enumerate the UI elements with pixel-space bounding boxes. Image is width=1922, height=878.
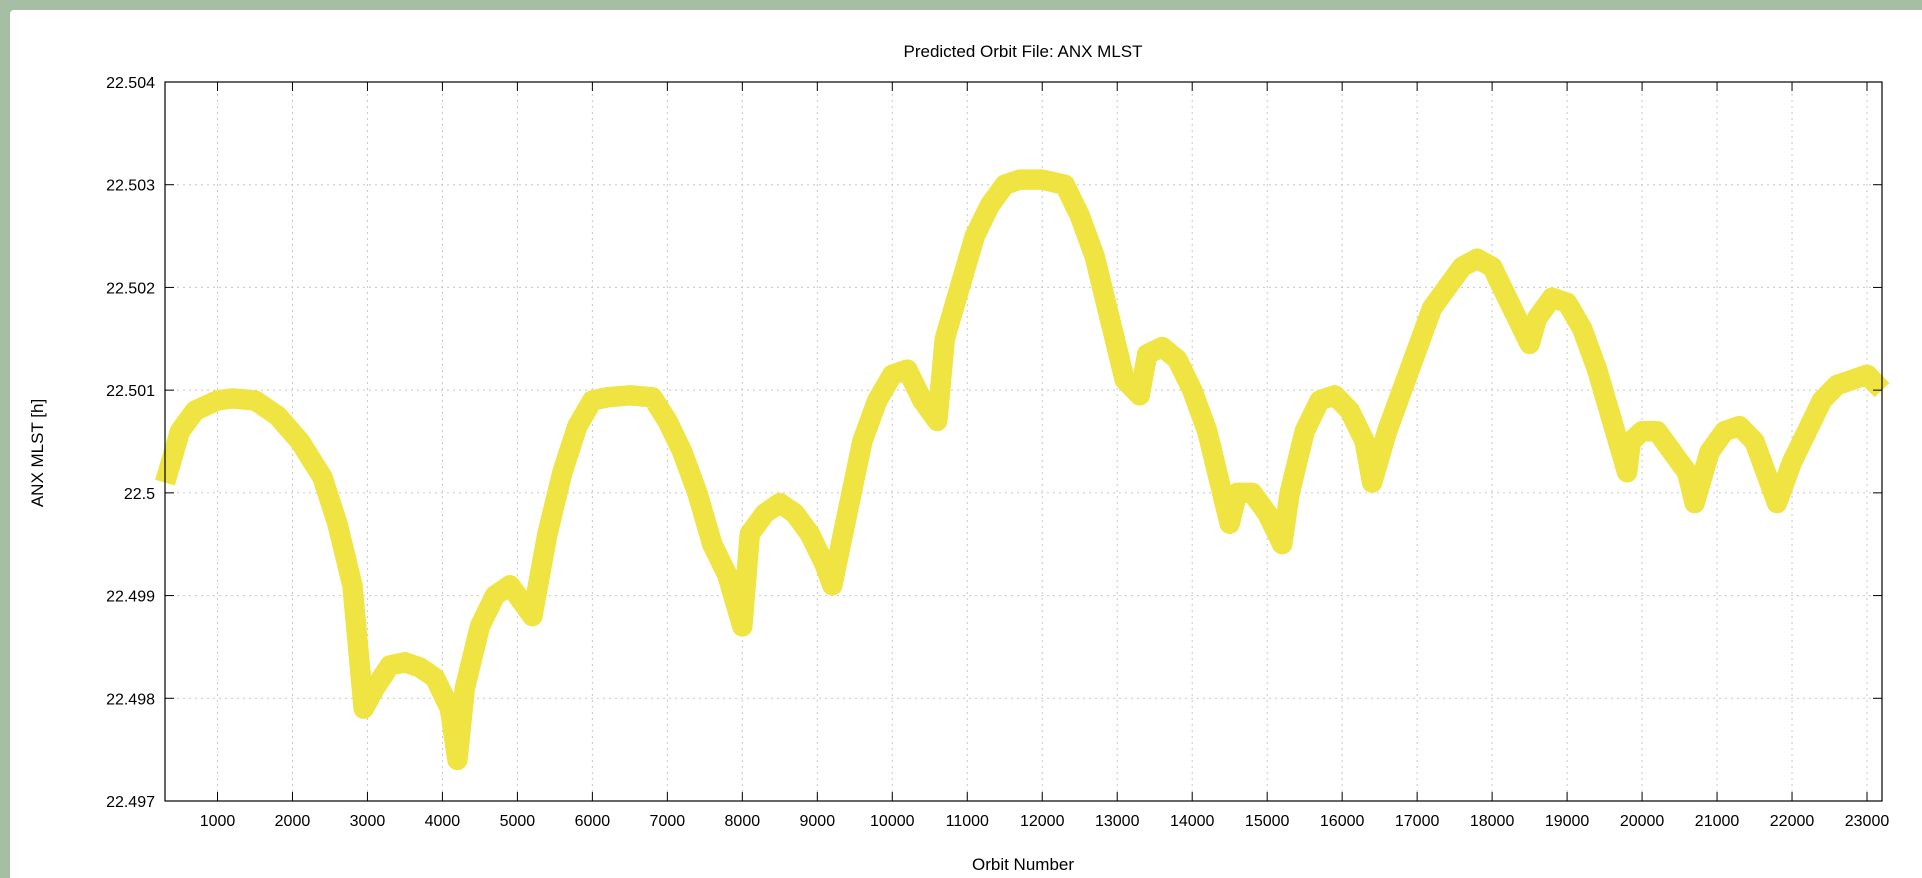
y-tick-label: 22.5 (124, 486, 155, 503)
x-tick-label: 14000 (1170, 813, 1215, 830)
x-tick-label: 8000 (725, 813, 761, 830)
x-tick-label: 4000 (425, 813, 461, 830)
x-tick-label: 18000 (1470, 813, 1515, 830)
data-series (165, 180, 1882, 760)
x-tick-label: 2000 (275, 813, 311, 830)
x-tick-label: 5000 (500, 813, 536, 830)
y-tick-label: 22.497 (106, 794, 155, 811)
y-tick-label: 22.504 (106, 75, 155, 92)
line-chart: Predicted Orbit File: ANX MLST Orbit Num… (10, 10, 1922, 878)
series-line (165, 180, 1882, 760)
x-tick-label: 16000 (1320, 813, 1365, 830)
x-tick-label: 19000 (1545, 813, 1590, 830)
x-tick-label: 15000 (1245, 813, 1290, 830)
chart-title: Predicted Orbit File: ANX MLST (903, 42, 1142, 61)
x-tick-label: 22000 (1770, 813, 1815, 830)
x-tick-label: 1000 (200, 813, 236, 830)
y-tick-label: 22.502 (106, 280, 155, 297)
x-tick-label: 17000 (1395, 813, 1440, 830)
y-axis-label: ANX MLST [h] (28, 399, 47, 507)
y-tick-label: 22.501 (106, 383, 155, 400)
x-tick-label: 3000 (350, 813, 386, 830)
x-axis-label: Orbit Number (972, 855, 1074, 874)
x-tick-label: 12000 (1020, 813, 1065, 830)
x-tick-label: 9000 (800, 813, 836, 830)
y-tick-label: 22.503 (106, 178, 155, 195)
x-tick-label: 10000 (870, 813, 915, 830)
x-tick-label: 20000 (1620, 813, 1665, 830)
x-tick-label: 21000 (1695, 813, 1740, 830)
x-tick-label: 6000 (575, 813, 611, 830)
x-tick-label: 11000 (946, 813, 989, 830)
y-tick-label: 22.498 (106, 691, 155, 708)
chart-panel: Predicted Orbit File: ANX MLST Orbit Num… (10, 10, 1922, 878)
x-tick-label: 13000 (1095, 813, 1140, 830)
y-tick-label: 22.499 (106, 589, 155, 606)
x-tick-label: 7000 (650, 813, 686, 830)
x-tick-label: 23000 (1845, 813, 1890, 830)
